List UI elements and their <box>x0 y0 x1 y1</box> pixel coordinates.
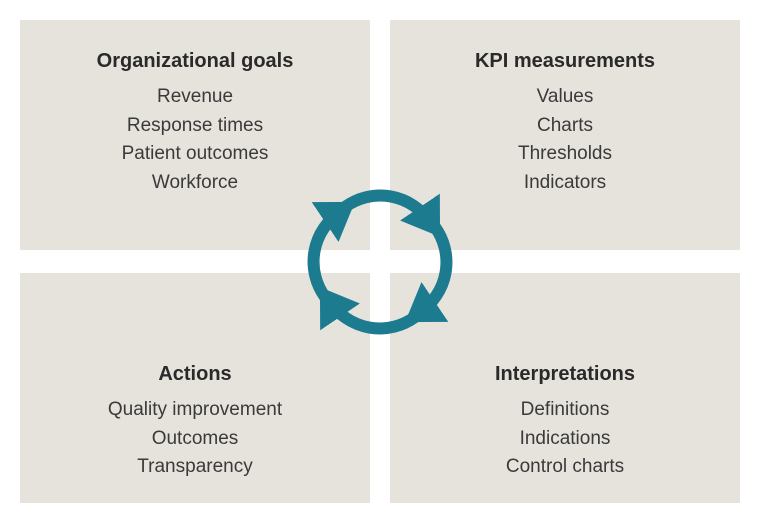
item: Revenue <box>60 83 330 112</box>
item: Outcomes <box>60 425 330 454</box>
item: Charts <box>430 112 700 141</box>
cycle-arrows-icon <box>280 162 480 362</box>
item: Control charts <box>430 453 700 482</box>
item: Values <box>430 83 700 112</box>
heading-organizational-goals: Organizational goals <box>60 50 330 73</box>
item: Transparency <box>60 453 330 482</box>
item: Quality improvement <box>60 396 330 425</box>
quadrant-diagram: Organizational goals Revenue Response ti… <box>0 0 760 523</box>
heading-actions: Actions <box>60 363 330 386</box>
item: Indications <box>430 425 700 454</box>
heading-interpretations: Interpretations <box>430 363 700 386</box>
item: Definitions <box>430 396 700 425</box>
item: Response times <box>60 112 330 141</box>
heading-kpi-measurements: KPI measurements <box>430 50 700 73</box>
